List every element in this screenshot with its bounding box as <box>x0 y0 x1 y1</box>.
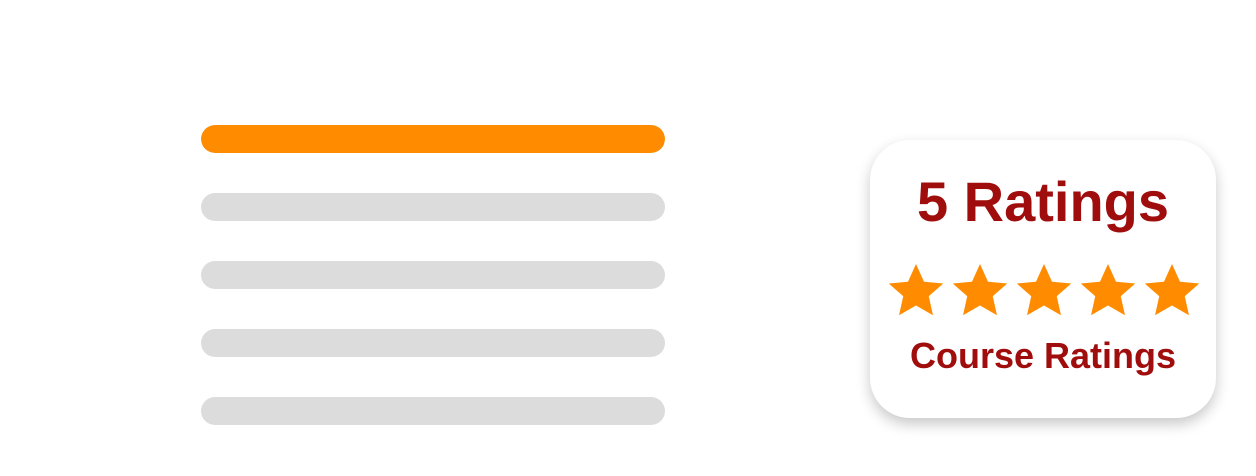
star-icon <box>886 260 946 320</box>
distribution-bar-track <box>201 261 665 289</box>
distribution-row-3 <box>30 258 830 292</box>
distribution-row-4 <box>30 326 830 360</box>
star-icon <box>1078 260 1138 320</box>
star-icon <box>1142 260 1202 320</box>
ratings-count: 5 Ratings <box>916 170 1170 233</box>
distribution-row-5 <box>30 394 830 428</box>
distribution-row-2 <box>30 190 830 224</box>
ratings-label: Course Ratings <box>909 335 1177 376</box>
distribution-bar-track <box>201 329 665 357</box>
distribution-bar-track <box>201 125 665 153</box>
rating-distribution <box>30 122 830 428</box>
ratings-summary-card: 5 Ratings Course Ratings <box>870 140 1216 418</box>
distribution-bar-track <box>201 397 665 425</box>
distribution-bar-track <box>201 193 665 221</box>
star-icon <box>1014 260 1074 320</box>
star-icon <box>950 260 1010 320</box>
distribution-bar-fill <box>201 125 665 153</box>
star-rating <box>886 260 1202 322</box>
distribution-row-1 <box>30 122 830 156</box>
